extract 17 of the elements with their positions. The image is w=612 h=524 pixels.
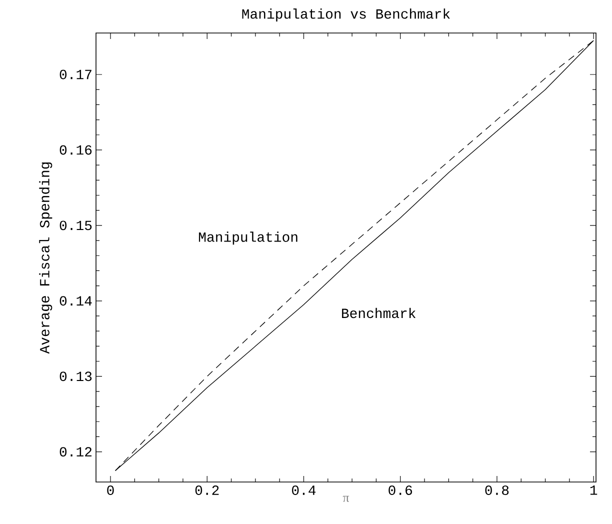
y-tick-label: 0.16 (60, 145, 92, 155)
chart-title: Manipulation vs Benchmark (242, 8, 450, 22)
text: Manipulation (198, 232, 298, 245)
y-tick-label: 0.14 (60, 296, 92, 306)
x-tick-label: 0 (107, 486, 114, 495)
y-tick-label: 0.15 (60, 220, 92, 230)
text: Benchmark (342, 308, 416, 318)
y-tick-label: 0.13 (60, 372, 92, 382)
y-axis-title: Average Fiscal Spending (39, 162, 52, 354)
x-tick-label: 0.2 (195, 486, 219, 495)
x-axis-title: π (342, 496, 350, 502)
y-tick-label: 0.12 (60, 447, 92, 457)
x-tick-label: 0.6 (388, 486, 412, 495)
x-tick-label: 0.4 (292, 486, 316, 495)
y-tick-label: 0.17 (60, 70, 92, 80)
x-tick-label: 0.8 (485, 486, 509, 495)
x-tick-label: 1 (590, 486, 598, 495)
